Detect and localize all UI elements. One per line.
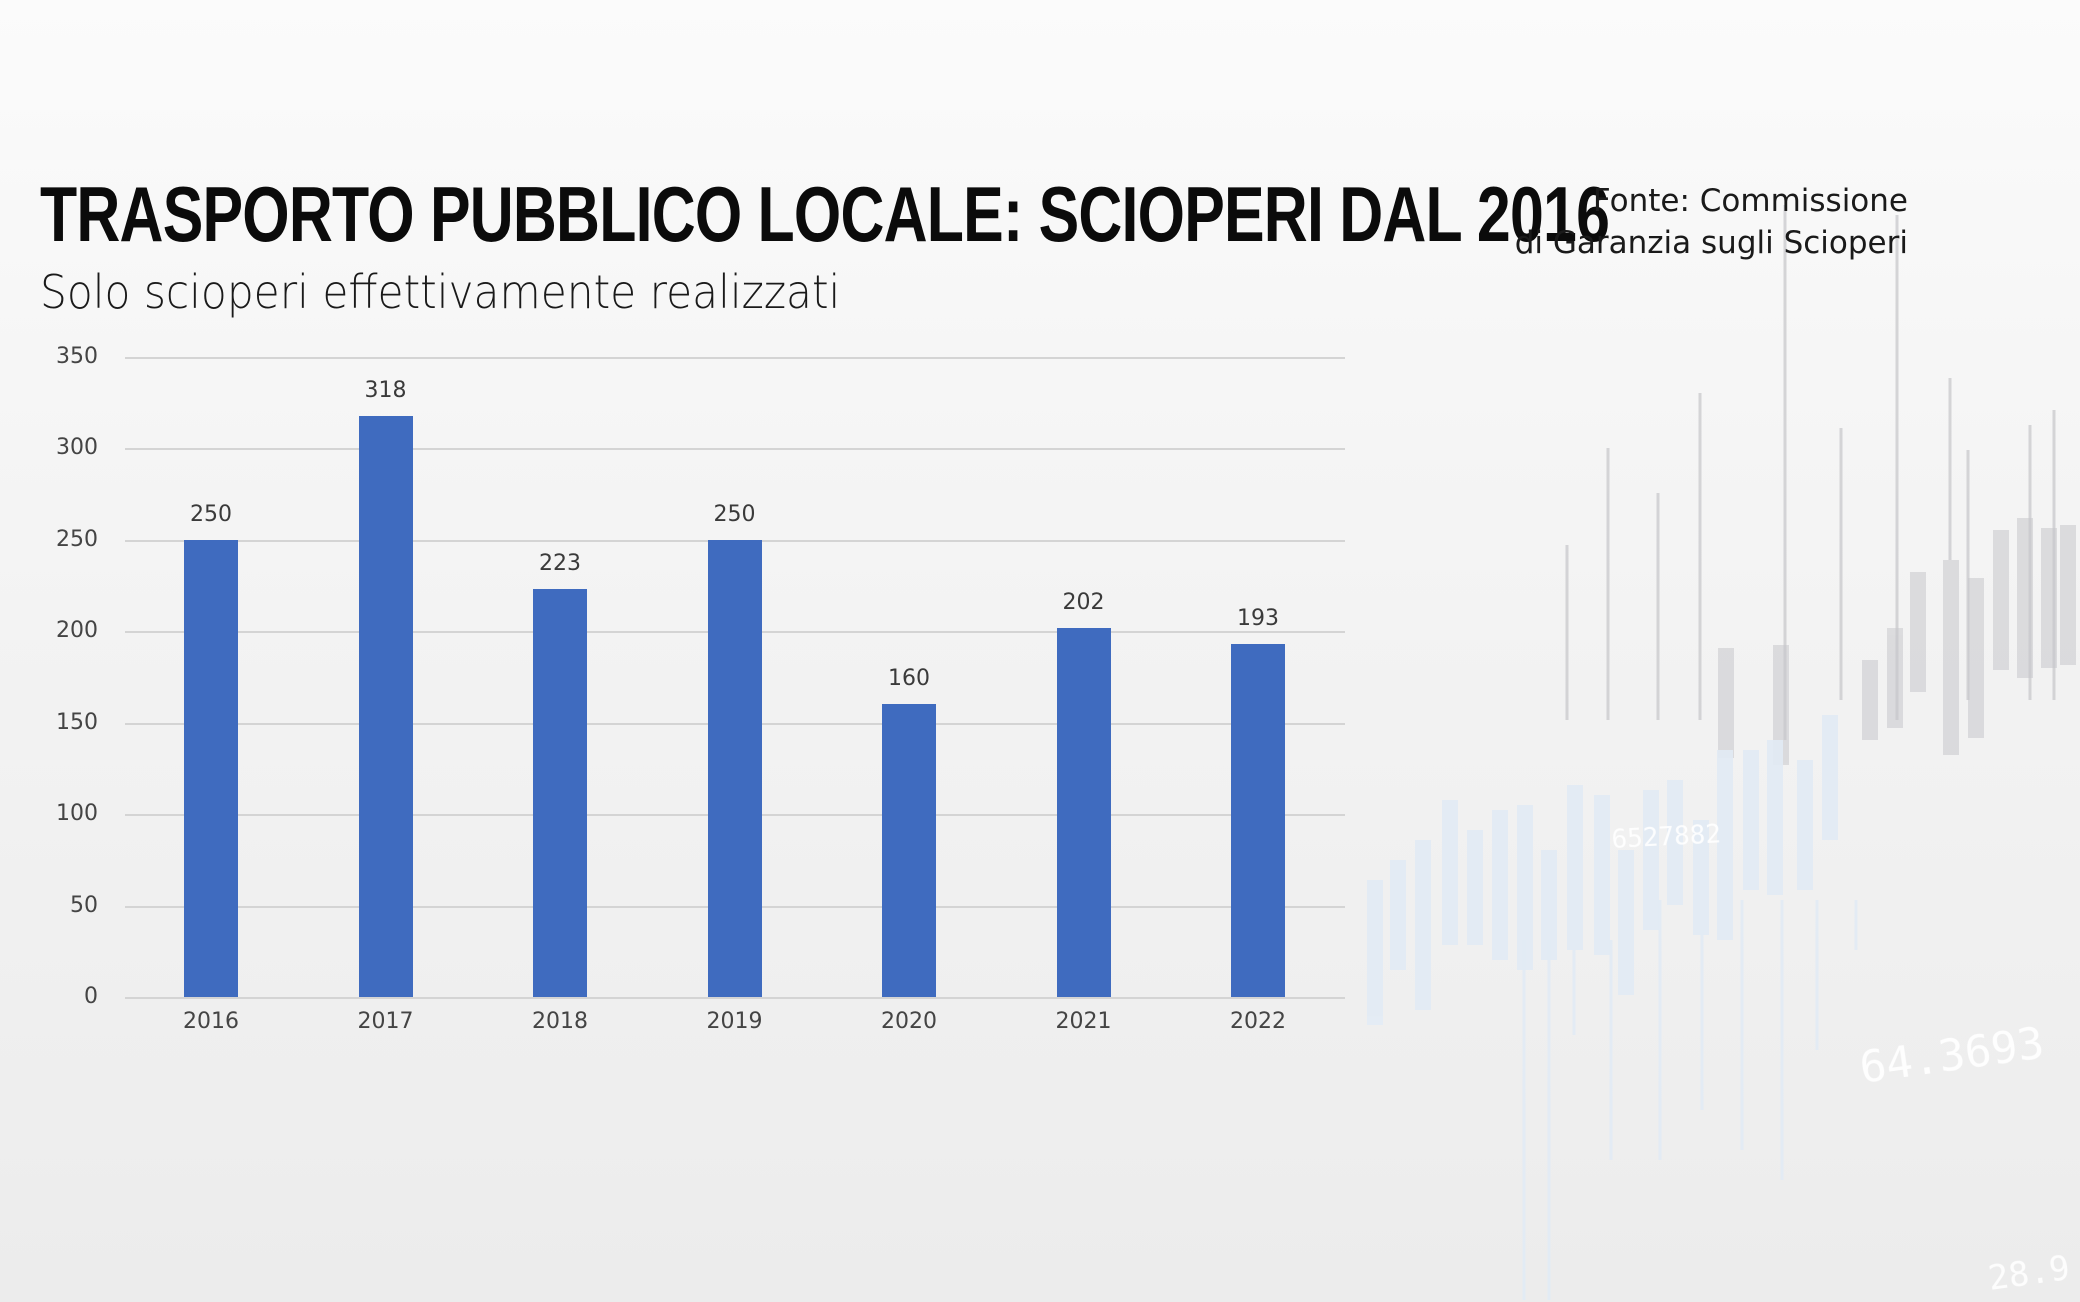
chart-title: TRASPORTO PUBBLICO LOCALE: SCIOPERI DAL … [40, 170, 1610, 258]
y-tick-label: 200 [56, 618, 98, 643]
bar-2019 [707, 539, 762, 997]
x-tick-label: 2021 [1055, 1009, 1112, 1034]
data-label: 160 [888, 666, 930, 692]
data-label: 202 [1062, 589, 1105, 615]
y-tick-label: 350 [56, 344, 98, 369]
y-tick-label: 250 [56, 527, 98, 552]
x-tick-label: 2017 [357, 1009, 414, 1034]
y-tick-label: 50 [70, 893, 98, 918]
source-line-1: Fonte: Commissione [1592, 183, 1908, 219]
data-label: 318 [364, 377, 407, 403]
y-tick-label: 0 [84, 984, 98, 1009]
bar-2021 [1056, 627, 1111, 997]
bar-2016 [184, 539, 238, 997]
x-tick-label: 2022 [1230, 1009, 1286, 1034]
data-label: 223 [539, 551, 581, 577]
x-tick-label: 2019 [706, 1009, 763, 1034]
data-label: 250 [713, 501, 756, 527]
source-line-2: di Garanzia sugli Scioperi [1514, 225, 1908, 261]
source-credit: Fonte: Commissione di Garanzia sugli Sci… [1515, 180, 1908, 264]
data-label: 250 [190, 501, 232, 527]
bar-2018 [533, 589, 587, 997]
bar-2017 [358, 415, 413, 997]
x-tick-label: 2018 [532, 1009, 588, 1034]
y-tick-label: 100 [56, 801, 98, 826]
x-tick-label: 2020 [881, 1009, 937, 1034]
gridline-350 [125, 357, 1345, 359]
bar-2020 [882, 704, 936, 997]
chart-subtitle: Solo scioperi effettivamente realizzati [40, 265, 841, 319]
x-tick-label: 2016 [183, 1009, 239, 1034]
bar-2022 [1231, 644, 1285, 997]
data-label: 193 [1237, 606, 1279, 632]
gridline-300 [125, 448, 1345, 450]
y-tick-label: 300 [56, 435, 98, 460]
y-tick-label: 150 [56, 710, 98, 735]
x-axis-baseline [125, 997, 1345, 999]
